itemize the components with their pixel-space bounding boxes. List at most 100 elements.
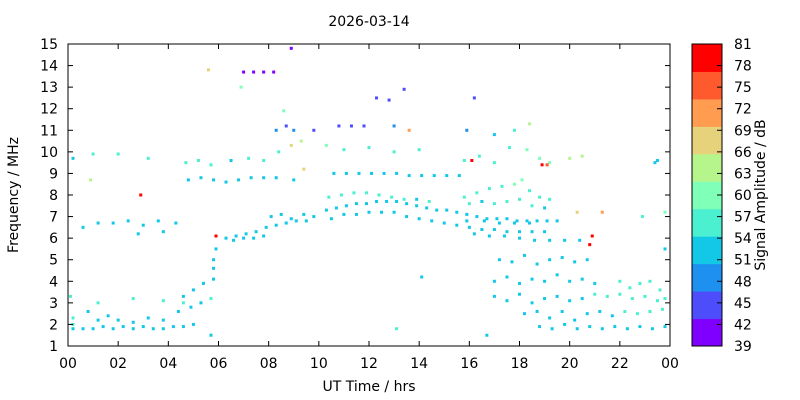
data-cell [497,221,501,225]
data-cell [106,314,110,318]
x-axis: 00 02 04 06 08 10 12 14 16 18 20 22 00 [59,44,679,372]
data-cell [655,158,659,162]
data-cell [660,307,664,311]
data-cell [242,236,246,240]
data-cell [121,325,125,329]
data-cell [445,174,449,178]
data-cell [485,217,489,221]
data-cell [618,279,622,283]
data-cell [232,238,236,242]
data-cell [234,234,238,238]
data-cell [492,133,496,137]
data-cell [495,217,499,221]
colorbar-segment [692,208,722,237]
plot-frame [67,43,671,347]
data-cell [545,163,549,167]
data-cell [507,146,511,150]
data-cell [638,281,642,285]
colorbar-tick-label: 42 [734,317,752,333]
data-cell [600,210,604,214]
x-tick-label: 02 [109,356,127,372]
x-tick-label: 08 [260,356,278,372]
data-cell [663,247,667,251]
data-cell [543,279,547,283]
data-cell [535,219,539,223]
data-cell [387,98,391,102]
data-cell [573,318,577,322]
colorbar-label: Signal Amplitude / dB [753,119,769,270]
data-cell [214,234,218,238]
data-cell [395,171,399,175]
data-cell [252,236,256,240]
data-cell [465,219,469,223]
data-cell [515,219,519,223]
data-cell [600,327,604,331]
colorbar-tick-label: 48 [734,274,752,290]
data-cell [477,154,481,158]
data-cell [613,325,617,329]
data-cell [289,143,293,147]
data-cell [518,197,521,201]
data-cell [289,46,293,50]
data-cell [174,221,178,225]
data-cell [455,210,459,214]
data-cell [580,154,584,158]
data-cell [332,171,336,175]
data-cell [512,128,516,132]
data-cell [518,230,521,234]
data-cell [568,279,572,283]
data-cell [505,230,509,234]
data-cell [171,325,175,329]
colorbar-segment [692,98,722,127]
data-cell [445,208,449,212]
data-cell [254,230,258,234]
data-cell [568,299,572,303]
data-cell [573,260,577,264]
data-cell [385,199,389,203]
data-cell [274,128,278,132]
data-cell [405,202,409,206]
data-cell [249,176,253,180]
data-cell [590,234,594,238]
colorbar-segment [692,291,722,320]
data-cell [407,128,411,132]
data-cell [550,327,554,331]
y-tick-label: 13 [40,80,58,96]
data-cell [407,174,411,178]
data-cell [96,301,100,305]
data-cell [405,215,409,219]
data-cell [548,316,552,320]
data-cell [505,299,509,303]
data-cell [530,277,534,281]
data-cell [540,163,544,167]
data-cell [425,206,429,210]
data-cell [224,236,228,240]
data-cell [244,232,248,236]
data-cell [663,210,667,214]
data-cell [370,171,374,175]
data-cell [512,182,516,186]
data-cell [575,327,579,331]
y-tick-label: 5 [49,253,58,269]
colorbar-tick-label: 60 [734,188,752,204]
data-cell [352,191,356,195]
data-cell [71,327,75,331]
data-cell [214,247,218,251]
x-tick-label: 16 [460,356,478,372]
data-cell [337,124,341,128]
colorbar-tick-label: 63 [734,166,752,182]
data-cell [71,156,75,160]
data-cell [467,225,471,229]
data-cell [485,333,489,337]
data-cell [262,70,266,74]
data-cell [89,178,93,182]
data-cell [457,174,461,178]
data-cell [229,158,233,162]
data-cell [201,281,205,285]
colorbar-tick-label: 72 [734,102,752,118]
data-cell [555,219,559,223]
data-cell [282,109,286,113]
data-cell [395,199,399,203]
data-cell [186,178,190,182]
data-cell [161,230,165,234]
